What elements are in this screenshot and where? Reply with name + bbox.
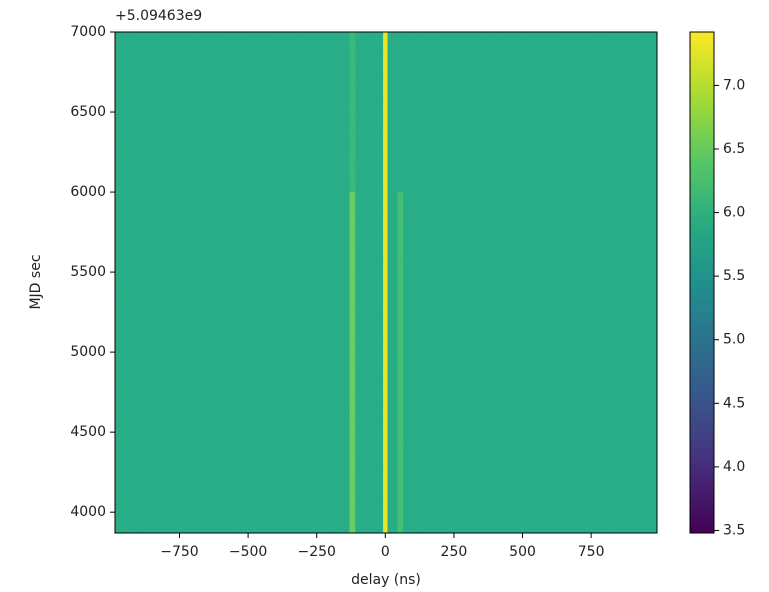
x-axis-label: delay (ns) [351,572,421,588]
y-tick-label: 4000 [70,504,106,520]
colorbar-tick-label: 6.0 [723,205,745,221]
colorbar-tick-label: 5.5 [723,268,745,284]
x-tick-label: 0 [381,544,390,560]
offset-text: +5.09463e9 [115,8,202,24]
y-tick-label: 7000 [70,24,106,40]
colorbar-tick-label: 3.5 [723,522,745,538]
x-tick-label: 500 [509,544,536,560]
y-tick-label: 6500 [70,104,106,120]
x-tick-label: −750 [160,544,198,560]
y-axis-label: MJD sec [28,254,44,309]
plot-frame [114,31,658,534]
colorbar-tick-label: 7.0 [723,77,745,93]
colorbar-tick-label: 6.5 [723,141,745,157]
y-tick-label: 4500 [70,424,106,440]
colorbar-tick-label: 4.0 [723,459,745,475]
y-tick-label: 6000 [70,184,106,200]
x-tick-label: −250 [297,544,335,560]
x-tick-label: 750 [578,544,605,560]
y-tick-label: 5500 [70,264,106,280]
x-tick-label: 250 [441,544,468,560]
colorbar-tick-label: 4.5 [723,395,745,411]
colorbar [689,31,715,534]
x-tick-label: −500 [229,544,267,560]
colorbar-tick-label: 5.0 [723,332,745,348]
y-tick-label: 5000 [70,344,106,360]
noise-texture [115,32,657,533]
